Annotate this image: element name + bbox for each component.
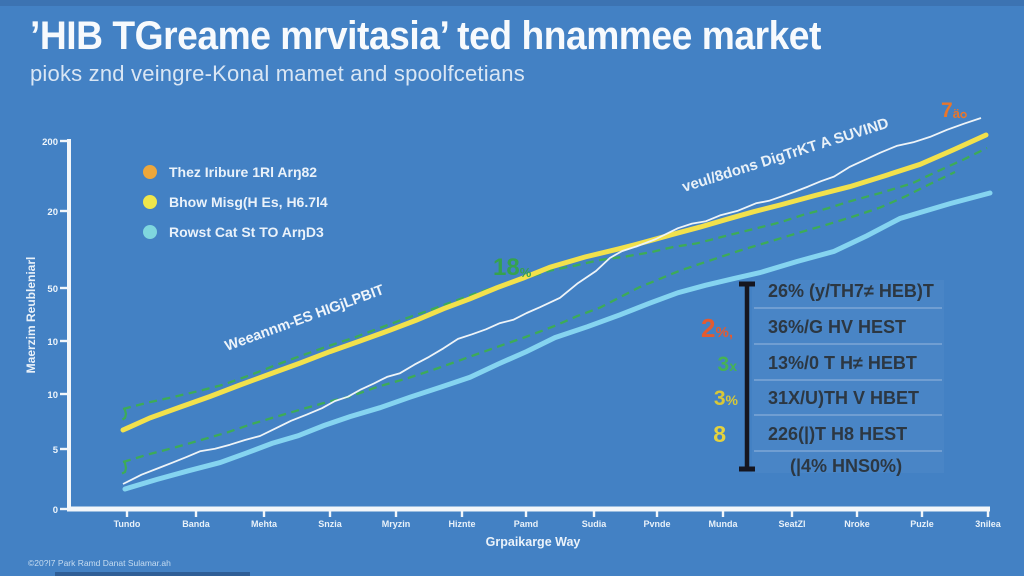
- svg-text:50: 50: [47, 284, 58, 295]
- svg-text:10: 10: [47, 390, 58, 401]
- svg-text:18%: 18%: [493, 254, 532, 281]
- svg-text:7äߋ: 7äߋ: [941, 99, 967, 122]
- svg-text:Bhow Misg(H Es, H6.7l4: Bhow Misg(H Es, H6.7l4: [169, 194, 328, 210]
- svg-text:13%/0 T H≠ HEBT: 13%/0 T H≠ HEBT: [768, 353, 917, 373]
- svg-text:36%/G HV HEST: 36%/G HV HEST: [768, 317, 906, 337]
- svg-text:Mryzin: Mryzin: [382, 519, 411, 529]
- svg-text:3%: 3%: [714, 387, 739, 410]
- svg-text:26% (y/TH7≠ HEB)T: 26% (y/TH7≠ HEB)T: [768, 281, 934, 301]
- svg-text:Mehta: Mehta: [251, 519, 278, 529]
- svg-text:2%,: 2%,: [701, 313, 733, 343]
- svg-text:Hiznte: Hiznte: [449, 519, 476, 529]
- svg-text:Tundo: Tundo: [114, 519, 141, 529]
- svg-text:Thez Iribure 1Rl Arŋ82: Thez Iribure 1Rl Arŋ82: [169, 164, 317, 180]
- svg-text:200: 200: [42, 137, 58, 148]
- svg-text:Puzle: Puzle: [910, 519, 934, 529]
- svg-text:Nroke: Nroke: [844, 519, 870, 529]
- svg-text:Munda: Munda: [709, 519, 739, 529]
- svg-text:3x: 3x: [718, 353, 738, 376]
- svg-text:Sudia: Sudia: [582, 519, 607, 529]
- svg-text:Snzia: Snzia: [318, 519, 343, 529]
- svg-text:Grpaikarge Way: Grpaikarge Way: [486, 535, 581, 549]
- svg-text:3nilea: 3nilea: [975, 519, 1002, 529]
- svg-text:226(|)T H8 HEST: 226(|)T H8 HEST: [768, 424, 907, 444]
- svg-text:20: 20: [47, 207, 58, 218]
- svg-text:Banda: Banda: [182, 519, 211, 529]
- svg-text:(|4% HNS0%): (|4% HNS0%): [790, 456, 902, 476]
- svg-text:Rowst Cat St TO ArŋD3: Rowst Cat St TO ArŋD3: [169, 224, 324, 240]
- svg-text:Pamd: Pamd: [514, 519, 539, 529]
- svg-text:Pvnde: Pvnde: [643, 519, 670, 529]
- svg-text:Maerzim Reubleniarl: Maerzim Reubleniarl: [24, 257, 38, 374]
- svg-text:SeatZl: SeatZl: [778, 519, 805, 529]
- svg-text:31X/U)TH V HBET: 31X/U)TH V HBET: [768, 388, 919, 408]
- svg-text:0: 0: [53, 505, 58, 516]
- svg-text:5: 5: [53, 445, 59, 456]
- svg-text:10: 10: [47, 337, 58, 348]
- svg-text:Weeannm-ES HIGjLPBIT: Weeannm-ES HIGjLPBIT: [223, 282, 387, 355]
- svg-text:8: 8: [713, 421, 726, 447]
